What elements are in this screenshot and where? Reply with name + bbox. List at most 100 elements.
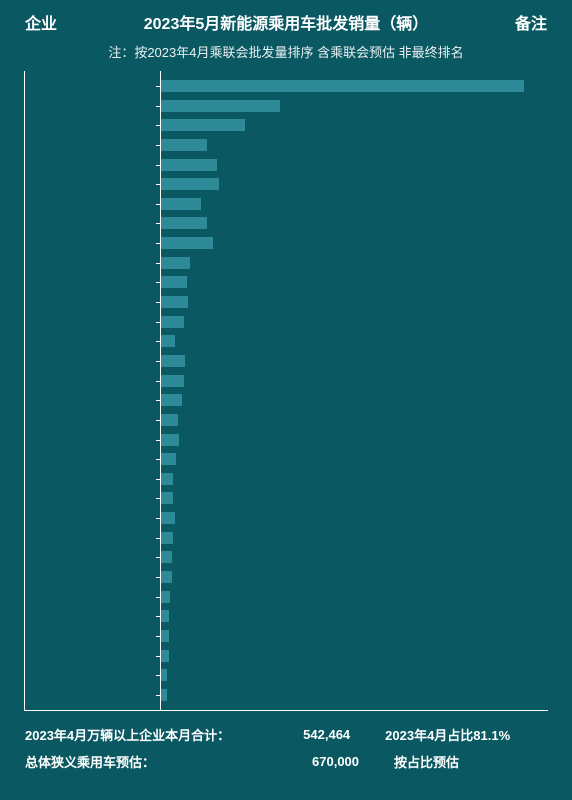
bar-row	[25, 79, 548, 93]
y-tick	[156, 636, 160, 637]
bar	[161, 551, 172, 563]
bar-row	[25, 433, 548, 447]
bar	[161, 316, 184, 328]
y-tick	[156, 223, 160, 224]
bar	[161, 492, 173, 504]
y-tick	[156, 695, 160, 696]
bar-row	[25, 452, 548, 466]
bar-row	[25, 472, 548, 486]
bar	[161, 119, 245, 131]
y-tick	[156, 125, 160, 126]
bar-row	[25, 393, 548, 407]
footer-row-1: 2023年4月万辆以上企业本月合计： 542,464 2023年4月占比81.1…	[25, 721, 547, 748]
bar-row	[25, 236, 548, 250]
bar	[161, 80, 524, 92]
bar-row	[25, 649, 548, 663]
bar	[161, 571, 172, 583]
footer-value-1: 542,464	[240, 727, 350, 742]
y-tick	[156, 165, 160, 166]
chart-container: 企业 2023年5月新能源乘用车批发销量（辆） 备注 注：按2023年4月乘联会…	[0, 0, 572, 800]
bar	[161, 630, 169, 642]
bar-row	[25, 256, 548, 270]
bar	[161, 257, 190, 269]
chart-subtitle: 注：按2023年4月乘联会批发量排序 含乘联会预估 非最终排名	[0, 38, 572, 71]
bar	[161, 689, 167, 701]
bar-row	[25, 511, 548, 525]
bar-row	[25, 629, 548, 643]
y-tick	[156, 538, 160, 539]
y-tick	[156, 616, 160, 617]
y-tick	[156, 597, 160, 598]
bar	[161, 178, 219, 190]
bar	[161, 610, 169, 622]
y-tick	[156, 263, 160, 264]
bar	[161, 650, 169, 662]
footer-value-2: 670,000	[249, 754, 359, 769]
bars-group	[25, 79, 548, 702]
y-tick	[156, 518, 160, 519]
bar-row	[25, 138, 548, 152]
bar	[161, 532, 173, 544]
bar	[161, 394, 182, 406]
bar-row	[25, 491, 548, 505]
y-tick	[156, 361, 160, 362]
bar-row	[25, 99, 548, 113]
y-tick	[156, 381, 160, 382]
y-tick	[156, 675, 160, 676]
bar-row	[25, 531, 548, 545]
bar-row	[25, 118, 548, 132]
bar-row	[25, 158, 548, 172]
bar	[161, 473, 173, 485]
bar-row	[25, 550, 548, 564]
bar	[161, 217, 207, 229]
header-left: 企业	[25, 10, 57, 34]
bar	[161, 100, 280, 112]
bar-row	[25, 315, 548, 329]
y-tick	[156, 243, 160, 244]
bar-row	[25, 590, 548, 604]
y-tick	[156, 420, 160, 421]
chart-title: 2023年5月新能源乘用车批发销量（辆）	[57, 10, 515, 34]
bar	[161, 237, 213, 249]
y-tick	[156, 184, 160, 185]
bar	[161, 296, 188, 308]
bar	[161, 375, 184, 387]
bar-row	[25, 688, 548, 702]
y-tick	[156, 577, 160, 578]
bar	[161, 355, 185, 367]
bar	[161, 453, 176, 465]
y-tick	[156, 479, 160, 480]
bar-row	[25, 413, 548, 427]
bar	[161, 414, 178, 426]
bar-row	[25, 334, 548, 348]
bar-row	[25, 609, 548, 623]
bar	[161, 434, 179, 446]
y-tick	[156, 86, 160, 87]
bar-row	[25, 216, 548, 230]
bar	[161, 198, 201, 210]
footer-label-2: 总体狭义乘用车预估：	[25, 752, 155, 771]
bar-row	[25, 668, 548, 682]
y-tick	[156, 145, 160, 146]
y-tick	[156, 106, 160, 107]
y-tick	[156, 459, 160, 460]
bar	[161, 159, 217, 171]
bar-row	[25, 354, 548, 368]
bar-row	[25, 570, 548, 584]
bar	[161, 335, 175, 347]
bar	[161, 591, 170, 603]
y-tick	[156, 282, 160, 283]
y-tick	[156, 656, 160, 657]
bar	[161, 276, 187, 288]
y-tick	[156, 440, 160, 441]
y-tick	[156, 322, 160, 323]
y-tick	[156, 498, 160, 499]
footer-row-2: 总体狭义乘用车预估： 670,000 按占比预估	[25, 748, 547, 775]
y-tick	[156, 400, 160, 401]
y-tick	[156, 557, 160, 558]
chart-plot-area	[24, 71, 548, 711]
bar-row	[25, 275, 548, 289]
bar	[161, 512, 175, 524]
y-tick	[156, 341, 160, 342]
y-tick	[156, 204, 160, 205]
